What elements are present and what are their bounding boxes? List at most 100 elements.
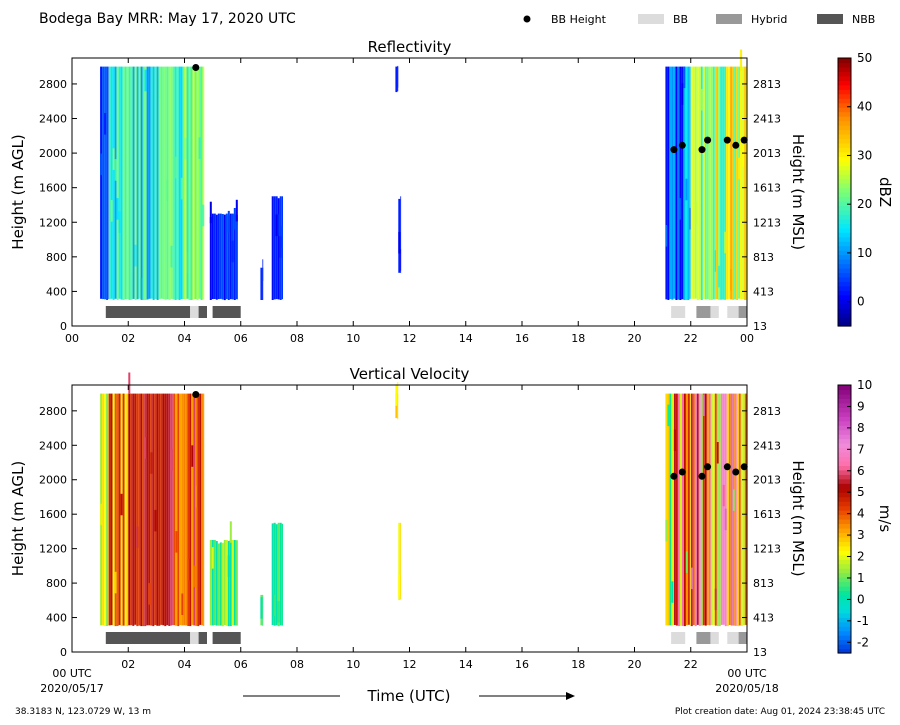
colorbar: 0 10 20 30 40 50 [837, 51, 872, 327]
echo-strip [162, 393, 165, 626]
echo-strip [671, 581, 674, 603]
echo-strip [679, 198, 682, 220]
echo-strip [106, 393, 109, 626]
colorbar-segment [838, 416, 851, 422]
echo-strip [740, 49, 743, 72]
classification-bar-bb [727, 632, 739, 644]
echo-strip [726, 66, 729, 300]
echo-strip [140, 393, 143, 627]
legend-label: BB [673, 13, 688, 26]
echo-strip [140, 278, 143, 300]
echo-strip [172, 66, 175, 300]
colorbar-segment [838, 402, 851, 408]
colorbar-frame [837, 384, 852, 654]
echo-strip [710, 66, 713, 300]
echo-strip [152, 393, 155, 627]
echo-strip [730, 269, 733, 291]
x-tick-label: 16 [515, 658, 529, 671]
colorbar-segment [838, 183, 851, 189]
colorbar-segment [838, 398, 851, 404]
echo-strip [271, 523, 274, 625]
echo-strip [227, 555, 230, 577]
echo-strip [706, 393, 709, 626]
colorbar-segment [838, 178, 851, 184]
colorbar-segment [838, 541, 851, 547]
echo-strip [277, 214, 280, 236]
echo-strip [173, 393, 176, 626]
echo-strip [174, 66, 177, 300]
x-tick-label: 18 [571, 658, 585, 671]
colorbar-segment [838, 263, 851, 269]
colorbar-segment [838, 586, 851, 592]
bb-height-point [698, 472, 706, 480]
echo-strip [138, 66, 141, 299]
colorbar-segment [838, 174, 851, 180]
legend-item-bb: BB [638, 13, 688, 26]
colorbar-tick-label: 1 [857, 571, 865, 585]
echo-strip [150, 452, 153, 474]
echo-strip [229, 521, 232, 543]
echo-strip [260, 597, 263, 619]
echo-strip [193, 393, 196, 626]
y-tick-label: 400 [46, 612, 67, 625]
echo-strip [744, 66, 747, 300]
echo-strip [231, 240, 234, 263]
colorbar-segment [838, 393, 851, 399]
echo-strip [219, 213, 222, 299]
legend-label: NBB [852, 13, 875, 26]
echo-strip [148, 583, 151, 605]
colorbar-segment [838, 443, 851, 449]
colorbar-segment [838, 259, 851, 265]
echo-strip [184, 66, 187, 300]
colorbar-segment [838, 496, 851, 502]
classification-bar-bb [190, 632, 199, 644]
echo-strip [724, 508, 727, 531]
echo-strip [217, 213, 220, 300]
echo-strip [233, 214, 236, 300]
x-tick-label: 10 [346, 332, 360, 345]
colorbar-segment [838, 250, 851, 256]
echo-strip [118, 393, 121, 626]
x-tick-label: 02 [121, 658, 135, 671]
echo-strip [144, 66, 147, 300]
echo-strip [213, 213, 216, 299]
x-tick-label: 22 [684, 658, 698, 671]
bb-height-point [192, 64, 200, 71]
echo-strip [398, 574, 401, 597]
echo-segment [108, 66, 185, 300]
echo-strip [192, 66, 195, 300]
echo-strip [114, 66, 117, 299]
echo-strip [671, 66, 674, 300]
echo-strip [714, 66, 717, 300]
y2-tick-label: 2813 [753, 78, 781, 91]
echo-segment [209, 521, 238, 627]
colorbar-segment [838, 89, 851, 95]
echo-strip [172, 393, 174, 625]
x-tick-label: 00 [65, 332, 79, 345]
echo-strip [740, 66, 743, 300]
echo-strip [219, 542, 222, 626]
echo-segment [260, 594, 264, 626]
echo-strip [175, 393, 178, 626]
echo-strip [271, 196, 274, 300]
echo-strip [168, 393, 171, 626]
echo-data [100, 49, 747, 301]
echo-strip [742, 66, 745, 300]
colorbar-segment [838, 478, 851, 484]
colorbar-segment [838, 545, 851, 551]
echo-strip [197, 393, 200, 627]
colorbar-segment [838, 317, 851, 323]
echo-strip [665, 225, 668, 247]
classification-bar-nbb [198, 632, 207, 644]
y-tick-label: 2000 [39, 474, 67, 487]
echo-strip [398, 522, 401, 601]
echo-strip [168, 66, 171, 300]
echo-strip [178, 66, 181, 300]
echo-strip [681, 83, 684, 105]
colorbar-segment [838, 93, 851, 99]
y2-tick-label: 13 [753, 320, 767, 333]
echo-segment [395, 65, 399, 93]
echo-segment [209, 199, 238, 301]
echo-strip [110, 66, 113, 299]
echo-strip [679, 66, 682, 300]
